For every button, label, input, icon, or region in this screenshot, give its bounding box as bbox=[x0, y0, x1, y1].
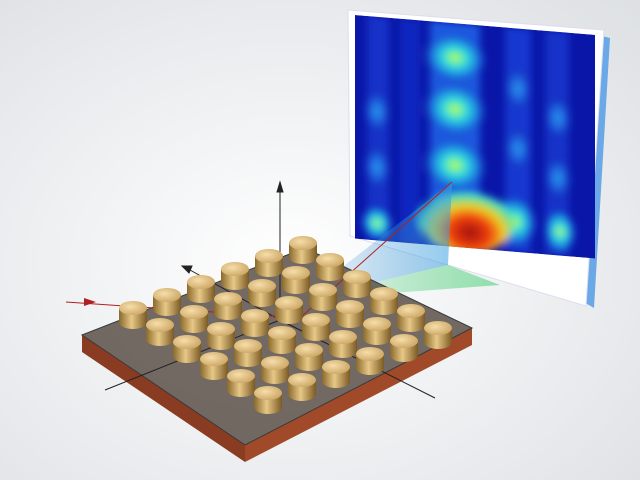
pillar bbox=[173, 335, 201, 363]
pillar bbox=[241, 309, 269, 323]
pillar bbox=[295, 343, 323, 371]
pillar bbox=[363, 317, 391, 331]
pillar bbox=[289, 236, 317, 250]
pillar bbox=[248, 279, 276, 307]
pillar bbox=[309, 283, 337, 297]
pillar bbox=[261, 356, 289, 384]
pillar bbox=[153, 288, 181, 316]
pillar bbox=[370, 287, 398, 301]
pillar bbox=[254, 386, 282, 414]
pillar bbox=[255, 249, 283, 277]
pillar bbox=[200, 352, 228, 380]
pillar bbox=[187, 275, 215, 303]
pillar bbox=[363, 317, 391, 345]
pillar bbox=[329, 330, 357, 358]
pillar bbox=[214, 292, 242, 306]
pillar bbox=[248, 279, 276, 293]
pillar bbox=[221, 262, 249, 290]
pillar bbox=[207, 322, 235, 336]
pillar bbox=[316, 253, 344, 281]
pillar bbox=[288, 373, 316, 401]
pillar bbox=[309, 283, 337, 311]
pillar bbox=[187, 275, 215, 289]
pillar bbox=[288, 373, 316, 387]
pillar bbox=[275, 296, 303, 310]
pillar bbox=[390, 334, 418, 362]
pillar bbox=[173, 335, 201, 349]
pillar-array bbox=[119, 236, 452, 414]
pillar bbox=[207, 322, 235, 350]
pillar bbox=[322, 360, 350, 374]
pillar bbox=[356, 347, 384, 375]
pillar bbox=[153, 288, 181, 302]
pillar bbox=[255, 249, 283, 263]
pillar bbox=[234, 339, 262, 353]
pillar bbox=[424, 321, 452, 349]
pillar bbox=[329, 330, 357, 344]
pillar bbox=[227, 369, 255, 397]
pillar bbox=[221, 262, 249, 276]
pillar bbox=[336, 300, 364, 314]
pillar bbox=[295, 343, 323, 357]
pillar bbox=[289, 236, 317, 264]
pillar bbox=[390, 334, 418, 348]
pillar bbox=[268, 326, 296, 354]
pillar bbox=[302, 313, 330, 327]
pillar bbox=[282, 266, 310, 294]
pillar bbox=[241, 309, 269, 337]
pillar bbox=[200, 352, 228, 366]
pillar bbox=[227, 369, 255, 383]
pillar bbox=[119, 301, 147, 329]
pillar bbox=[424, 321, 452, 335]
pillar bbox=[397, 304, 425, 332]
pillar bbox=[146, 318, 174, 332]
pillar bbox=[343, 270, 371, 298]
pillar bbox=[322, 360, 350, 388]
pillar bbox=[180, 305, 208, 319]
pillar bbox=[261, 356, 289, 370]
pillar bbox=[268, 326, 296, 340]
pillar bbox=[275, 296, 303, 324]
pillar bbox=[146, 318, 174, 346]
pillar bbox=[214, 292, 242, 320]
pillar bbox=[356, 347, 384, 361]
pillar bbox=[254, 386, 282, 400]
pillar bbox=[180, 305, 208, 333]
pillar bbox=[397, 304, 425, 318]
pillar bbox=[370, 287, 398, 315]
pillar bbox=[282, 266, 310, 280]
pillar bbox=[316, 253, 344, 267]
pillar bbox=[119, 301, 147, 315]
pillar bbox=[302, 313, 330, 341]
pillar bbox=[343, 270, 371, 284]
pillar bbox=[336, 300, 364, 328]
pillar bbox=[234, 339, 262, 367]
